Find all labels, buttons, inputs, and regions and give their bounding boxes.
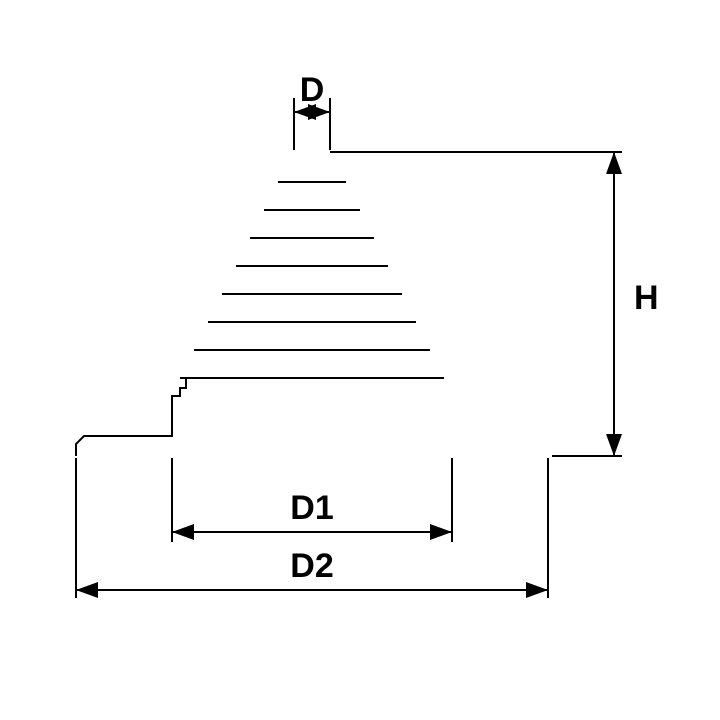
dimension-arrow: [606, 152, 622, 174]
dimension-arrow: [526, 582, 548, 598]
label-d: D: [300, 71, 325, 109]
label-h: H: [634, 279, 659, 317]
dimension-arrow: [606, 434, 622, 456]
label-d2: D2: [290, 547, 333, 585]
label-d1: D1: [290, 489, 333, 527]
part-outline: [76, 378, 186, 456]
dimension-arrow: [76, 582, 98, 598]
dimension-arrow: [430, 524, 452, 540]
dimension-arrow: [172, 524, 194, 540]
